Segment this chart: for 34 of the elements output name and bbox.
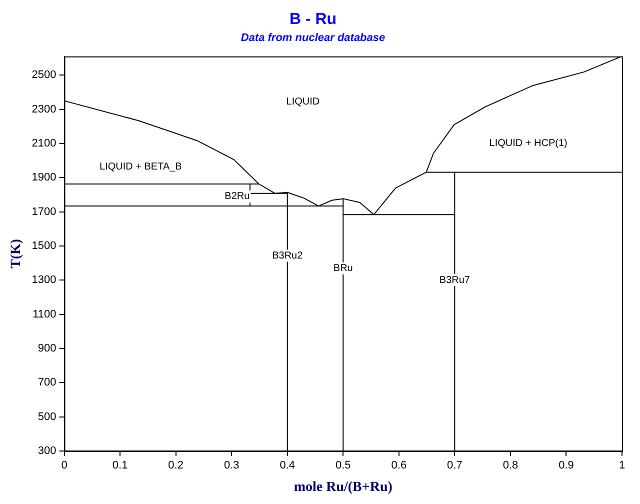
x-tick-label: 0.6 bbox=[391, 460, 407, 472]
x-tick-label: 0.8 bbox=[502, 460, 518, 472]
y-tick-label: 1900 bbox=[32, 172, 56, 184]
annotation: B3Ru2 bbox=[272, 250, 304, 262]
x-tick-label: 0.5 bbox=[335, 460, 351, 472]
x-tick-label: 0.2 bbox=[168, 460, 184, 472]
x-tick-label: 1 bbox=[618, 460, 626, 472]
x-tick-label: 0.3 bbox=[224, 460, 240, 472]
annotation: LIQUID + HCP(1) bbox=[489, 138, 568, 149]
y-tick-label: 1700 bbox=[32, 206, 56, 218]
y-axis-title: T(K) bbox=[9, 238, 24, 268]
x-tick-label: 0.4 bbox=[280, 460, 296, 472]
x-tick-label: 0.7 bbox=[447, 460, 462, 472]
y-tick-label: 500 bbox=[38, 410, 56, 423]
x-tick-label: 0.1 bbox=[112, 460, 128, 472]
y-tick-label: 2500 bbox=[32, 69, 56, 82]
annotation: LIQUID bbox=[286, 96, 320, 108]
y-tick-label: 2100 bbox=[32, 138, 56, 150]
annotation: B2Ru bbox=[224, 191, 250, 202]
y-tick-label: 2300 bbox=[32, 103, 56, 116]
y-tick-label: 300 bbox=[38, 445, 56, 458]
annotation: LIQUID + BETA_B bbox=[100, 162, 182, 173]
y-tick-label: 700 bbox=[38, 376, 56, 389]
annotation: BRu bbox=[333, 263, 353, 274]
chart-subtitle: Data from nuclear database bbox=[240, 32, 386, 44]
x-tick-label: 0 bbox=[61, 460, 68, 472]
y-tick-label: 1500 bbox=[32, 240, 56, 252]
x-tick-label: 0.9 bbox=[558, 460, 574, 472]
y-tick-label: 1300 bbox=[32, 274, 56, 286]
x-axis-title: mole Ru/(B+Ru) bbox=[294, 480, 393, 496]
y-tick-label: 900 bbox=[38, 342, 56, 355]
y-tick-label: 1100 bbox=[32, 308, 56, 320]
chart-title: B - Ru bbox=[289, 11, 337, 28]
annotation: B3Ru7 bbox=[439, 274, 470, 286]
